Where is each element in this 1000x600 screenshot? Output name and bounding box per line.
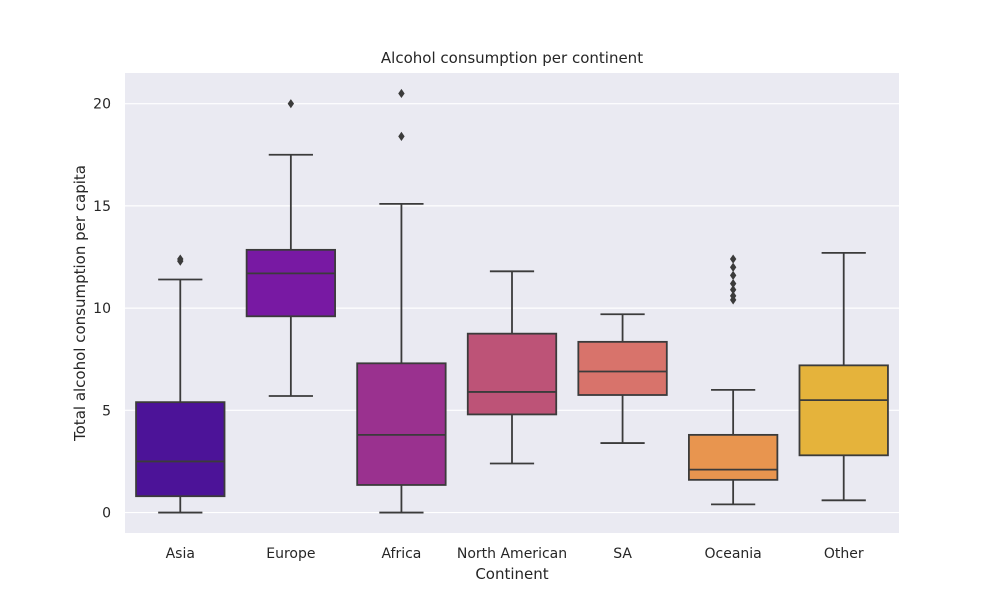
x-tick-label: North American [457, 546, 567, 562]
box-group [135, 254, 226, 514]
iqr-box [798, 364, 889, 457]
outlier-point [177, 254, 184, 264]
y-tick-label: 20 [93, 97, 111, 113]
outlier-point [398, 131, 405, 141]
y-axis-label: Total alcohol consumption per capita [71, 165, 89, 442]
iqr-box [466, 332, 558, 416]
x-tick-label: Europe [266, 546, 315, 562]
x-axis-label: Continent [475, 565, 548, 583]
outlier-point [729, 270, 737, 280]
box-group [577, 313, 668, 444]
y-tick-label: 10 [93, 301, 111, 317]
y-tick-label: 0 [102, 506, 111, 522]
iqr-box [135, 401, 226, 498]
outlier-point [287, 99, 295, 109]
x-tick-label: Asia [166, 546, 195, 562]
y-tick-label: 5 [102, 403, 111, 419]
outlier-point [729, 262, 737, 272]
box-group [245, 99, 336, 397]
iqr-box [245, 248, 336, 318]
outlier-point [729, 254, 737, 264]
x-tick-label: Oceania [705, 546, 762, 562]
box-group [798, 252, 889, 502]
outlier-point [398, 88, 405, 99]
chart-title: Alcohol consumption per continent [381, 49, 643, 67]
boxes-layer [135, 88, 889, 514]
x-tick-label: Africa [381, 546, 421, 562]
box-group [466, 270, 558, 465]
x-tick-label: SA [613, 546, 632, 562]
iqr-box [577, 340, 668, 396]
outlier-point [729, 278, 737, 289]
box-group [688, 254, 779, 506]
iqr-box [356, 362, 447, 486]
y-tick-labels: 0 5 10 15 20 [93, 97, 111, 522]
x-tick-label: Other [824, 546, 864, 562]
x-tick-labels: Asia Europe Africa North American SA Oceania O… [166, 546, 864, 562]
box-group [356, 88, 447, 514]
iqr-box [688, 433, 779, 481]
outlier-point [729, 291, 737, 301]
outlier-point [729, 285, 737, 295]
y-tick-label: 15 [93, 199, 111, 215]
